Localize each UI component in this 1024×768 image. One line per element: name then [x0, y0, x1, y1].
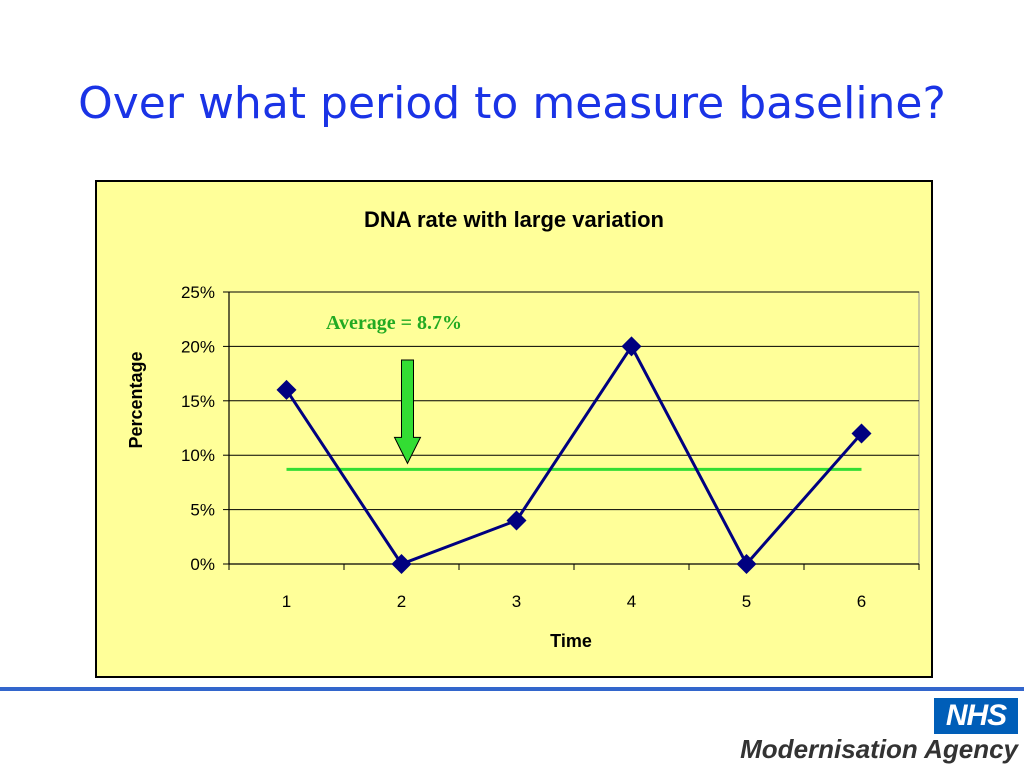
line-chart: DNA rate with large variation 0% 5% 10% 15%…: [126, 207, 920, 651]
x-axis-label: Time: [550, 631, 592, 651]
nhs-logo: NHS: [934, 698, 1018, 734]
series-line: [285, 343, 863, 567]
y-tick-label: 15%: [181, 392, 215, 411]
series-group: [276, 336, 872, 574]
x-tick-label: 3: [512, 592, 521, 611]
chart-frame: DNA rate with large variation 0% 5% 10% 15%…: [95, 180, 933, 678]
x-tick-label: 6: [857, 592, 866, 611]
data-point: [506, 510, 527, 531]
agency-name: Modernisation Agency: [740, 734, 1018, 764]
y-tick-label: 25%: [181, 283, 215, 302]
axes: [223, 291, 920, 570]
y-tick-label: 5%: [190, 501, 215, 520]
annotation-arrow: [393, 359, 422, 465]
data-point: [391, 554, 412, 574]
y-axis-label: Percentage: [126, 351, 146, 448]
annotation-arrow-group: [393, 359, 422, 465]
data-point: [736, 554, 757, 574]
slide-title: Over what period to measure baseline?: [78, 78, 946, 129]
data-point: [851, 423, 872, 444]
x-tick-label: 5: [742, 592, 751, 611]
y-tick-label: 10%: [181, 446, 215, 465]
footer-rule: [0, 687, 1024, 691]
chart-title: DNA rate with large variation: [364, 207, 664, 232]
x-tick-label: 2: [397, 592, 406, 611]
data-point: [276, 379, 297, 400]
y-tick-label: 0%: [190, 555, 215, 574]
average-annotation: Average = 8.7%: [326, 312, 462, 334]
x-tick-label: 4: [627, 592, 636, 611]
x-tick-label: 1: [282, 592, 291, 611]
y-tick-label: 20%: [181, 337, 215, 356]
data-point: [621, 336, 642, 357]
tick-labels: 0% 5% 10% 15% 20% 25% 1 2 3 4 5 6: [181, 283, 866, 611]
